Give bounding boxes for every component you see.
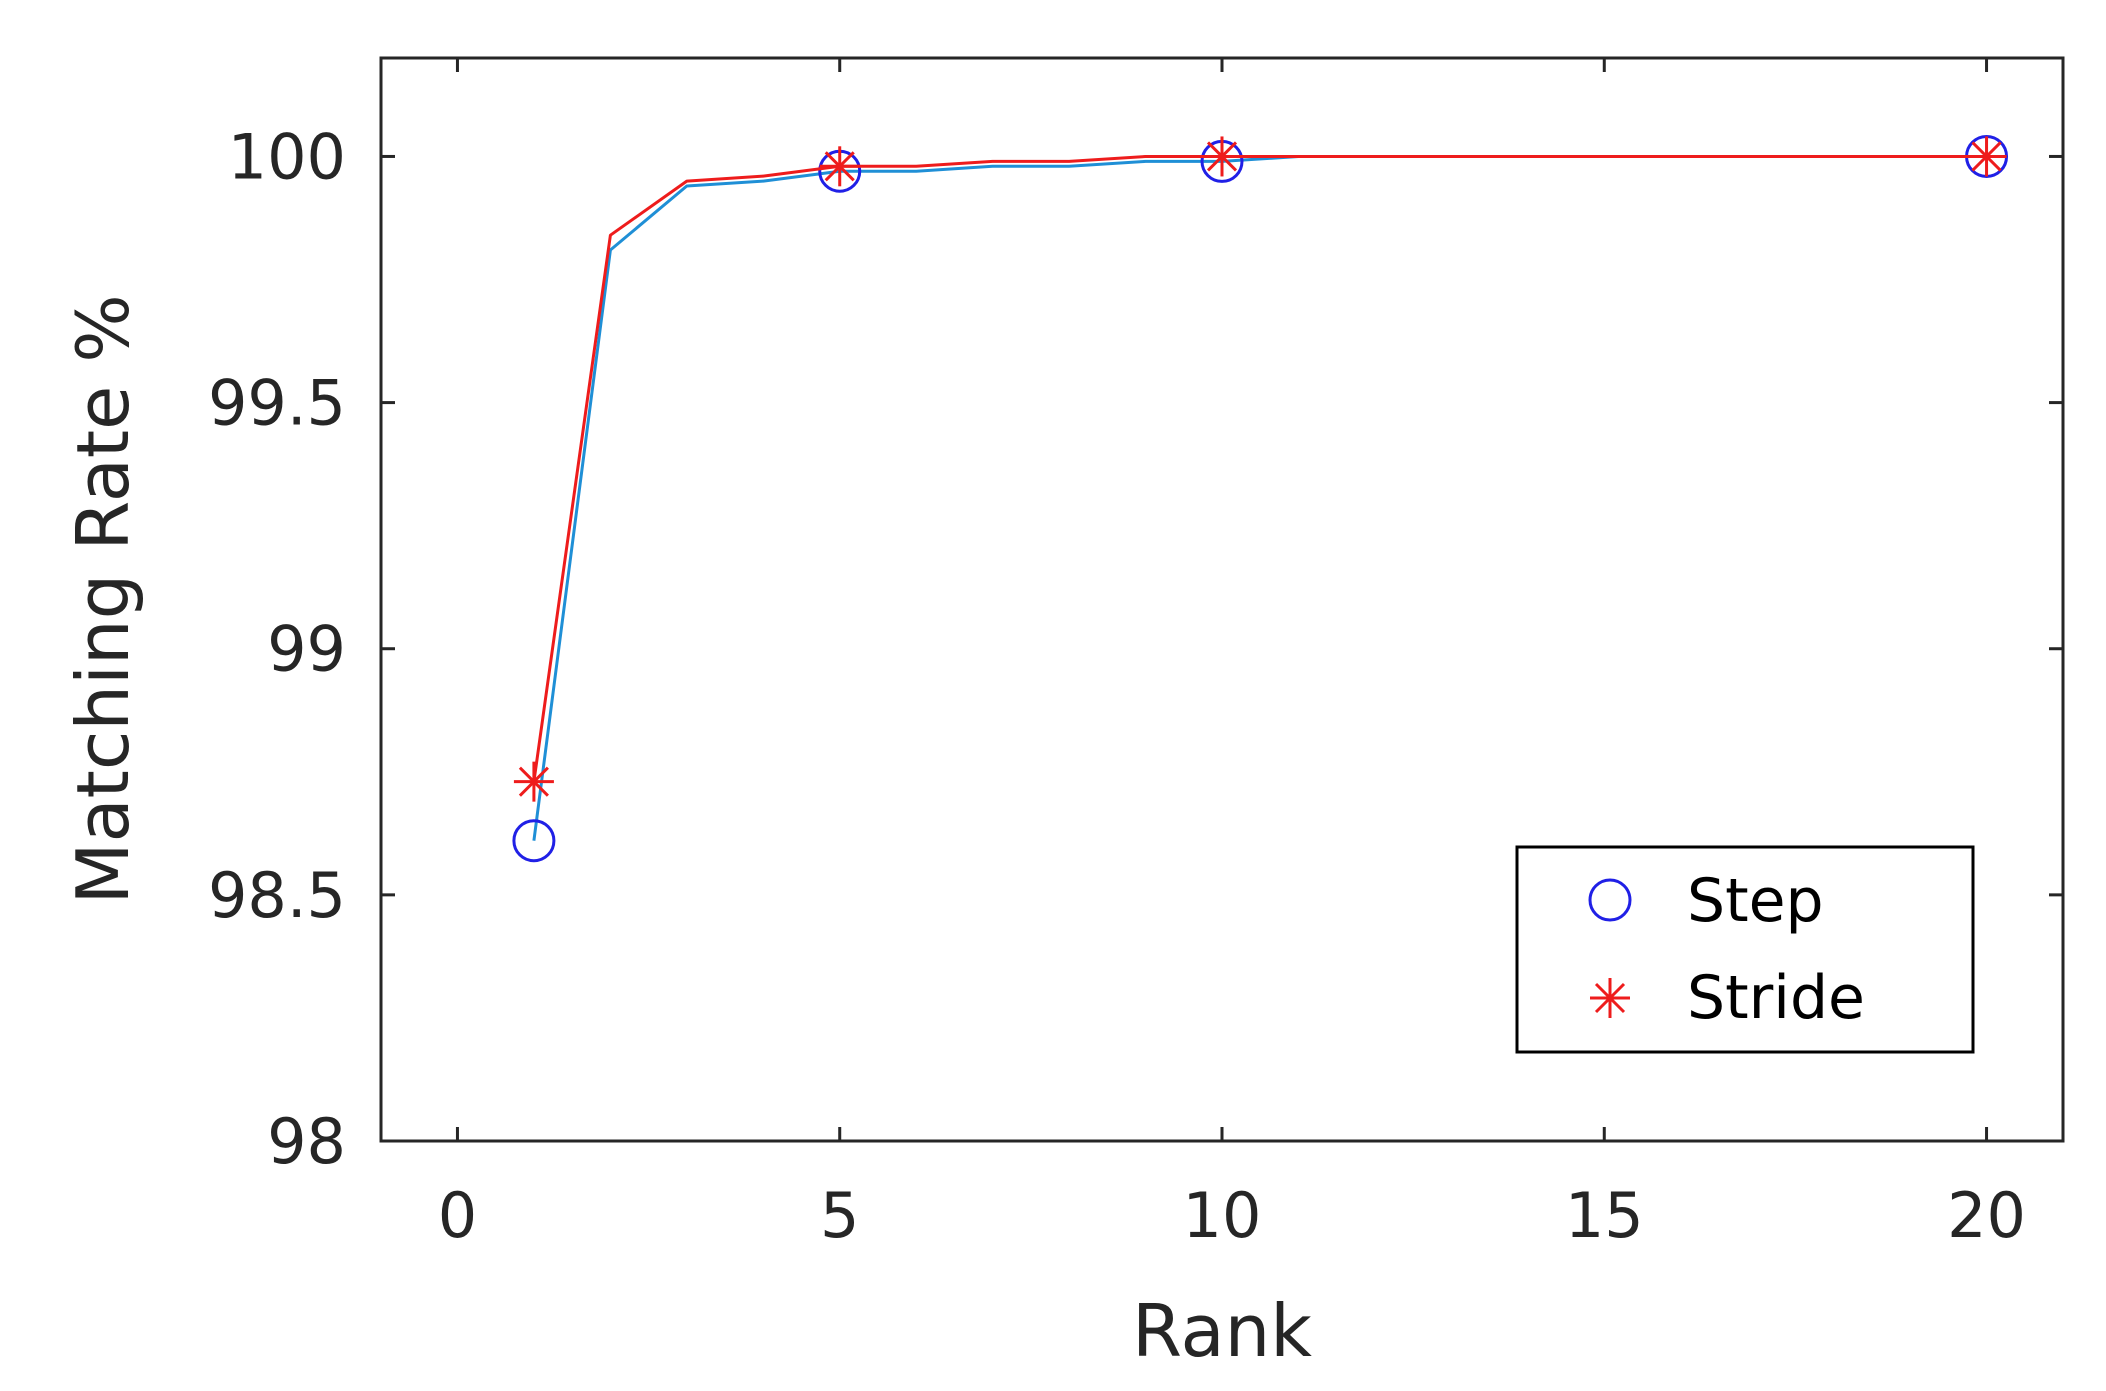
y-axis-label: Matching Rate % (61, 294, 145, 904)
x-axis-label: Rank (1132, 1289, 1312, 1373)
x-tick-label: 20 (1947, 1179, 2026, 1252)
y-tick-label: 99.5 (208, 367, 346, 440)
y-tick-label: 100 (228, 120, 346, 193)
series-stride-point (1966, 136, 2007, 177)
series-stride-line (532, 155, 1987, 782)
legend-entry-stride: Stride (1590, 963, 1865, 1033)
series-step-point (512, 819, 556, 863)
y-tick-label: 99 (267, 613, 346, 686)
legend-box (1515, 845, 1975, 1054)
ticks-layer: 0 5 10 15 20 98 98.5 99 99.5 100 (208, 58, 2063, 1252)
series-stride-point (1202, 136, 1242, 177)
legend-marker-step (1588, 878, 1632, 922)
series-stride-point (819, 146, 860, 187)
legend-entry-step: Step (1588, 866, 1824, 936)
series-stride-point (513, 761, 554, 802)
series-stride (513, 136, 2007, 802)
x-tick-label: 15 (1565, 1179, 1644, 1252)
x-tick-label: 0 (438, 1179, 477, 1252)
series-layer (512, 134, 2009, 863)
x-tick-label: 10 (1183, 1179, 1262, 1252)
x-tick-label: 5 (820, 1179, 859, 1252)
legend-label-step: Step (1687, 866, 1824, 936)
y-tick-label: 98 (267, 1105, 346, 1178)
legend-marker-stride (1590, 978, 1630, 1018)
legend-symbol-step (1588, 878, 1632, 922)
y-tick-label: 98.5 (208, 859, 346, 932)
legend: Step Stride (1515, 845, 1975, 1054)
legend-label-stride: Stride (1687, 963, 1865, 1033)
legend-symbol-stride (1590, 978, 1630, 1018)
